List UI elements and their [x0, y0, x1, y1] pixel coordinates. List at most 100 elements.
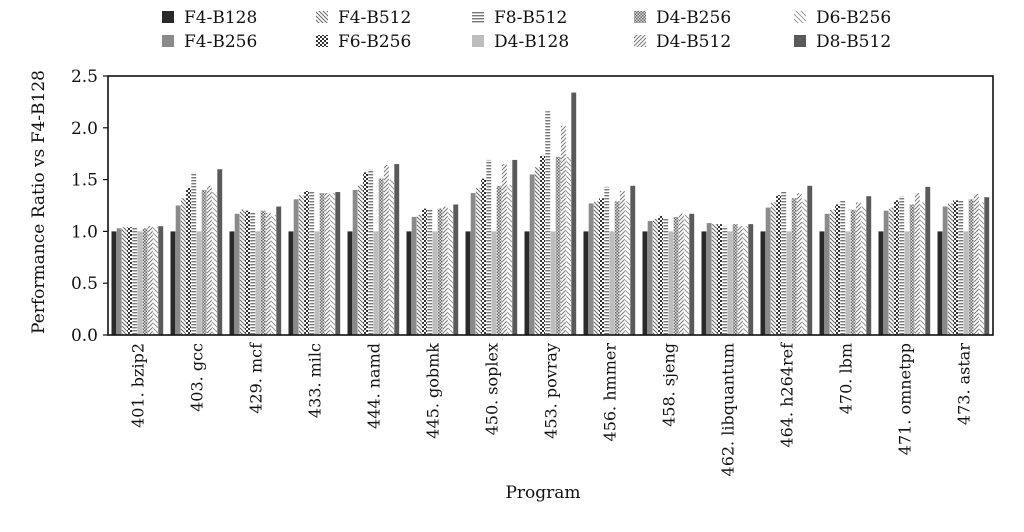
bar-f8-b512-4: [368, 169, 374, 335]
bar-d4-b128-6: [491, 231, 497, 335]
bar-d6-b256-10: [743, 226, 748, 335]
bar-f8-b512-6: [486, 159, 492, 335]
bar-d4-b128-0: [137, 231, 143, 335]
bar-f8-b512-10: [722, 226, 728, 335]
legend-label: F4-B512: [338, 8, 411, 28]
bar-f4-b256-14: [942, 206, 948, 335]
bar-d6-b256-11: [802, 199, 807, 335]
bar-d4-b128-4: [373, 231, 379, 335]
plot-frame: [107, 75, 994, 336]
x-tick-label: 453. povray: [542, 343, 561, 439]
bar-f4-b256-10: [706, 223, 712, 335]
bar-d4-b256-12: [850, 209, 856, 335]
bar-d4-b512-9: [678, 213, 684, 335]
bar-d6-b256-7: [566, 156, 571, 335]
axes: 0.0 0.5 1.0 1.5 2.0 2.5 401. bzip2 403. gcc 429.…: [71, 67, 994, 476]
legend-swatch: [162, 35, 174, 47]
x-tick-label: 456. hmmer: [601, 343, 620, 442]
bar-f4-b512-10: [711, 224, 717, 335]
y-tick-label: 1.0: [71, 222, 98, 242]
legend-item-d8-b512: D8-B512: [794, 32, 891, 52]
bar-f4-b128-9: [642, 231, 648, 335]
x-axis-label: Program: [505, 483, 580, 503]
bar-d4-b512-6: [501, 164, 507, 335]
bar-f6-b256-12: [835, 204, 840, 335]
bar-f8-b512-1: [191, 172, 197, 335]
legend-item-d4-b512: D4-B512: [634, 32, 731, 52]
bar-f4-b512-14: [947, 203, 953, 335]
bar-d4-b512-7: [560, 125, 566, 335]
bar-f4-b128-10: [701, 231, 707, 335]
bar-f8-b512-8: [604, 186, 610, 335]
bar-d4-b256-13: [909, 204, 915, 335]
bar-d4-b512-2: [265, 212, 271, 335]
bar-f6-b256-2: [245, 210, 250, 335]
x-tick-label: 450. soplex: [483, 343, 502, 435]
bar-d4-b128-13: [904, 231, 910, 335]
bar-f4-b512-0: [121, 227, 127, 335]
bar-d8-b512-9: [689, 213, 695, 335]
legend-swatch: [162, 11, 174, 23]
bar-d4-b256-0: [142, 228, 148, 335]
bar-f4-b128-2: [229, 231, 235, 335]
legend-swatch: [472, 11, 484, 23]
bar-d6-b256-1: [212, 192, 217, 335]
bar-f4-b128-5: [406, 231, 412, 335]
bar-d6-b256-9: [684, 214, 689, 335]
bar-d8-b512-3: [335, 192, 341, 335]
legend-label: F4-B256: [184, 32, 257, 52]
bar-f8-b512-5: [427, 209, 433, 335]
legend-label: F4-B128: [184, 8, 257, 28]
bar-f6-b256-1: [186, 187, 191, 335]
x-tick-label: 433. milc: [306, 343, 325, 418]
bar-f6-b256-14: [953, 200, 958, 335]
bar-d4-b512-4: [383, 165, 389, 335]
bar-d4-b512-13: [914, 193, 920, 335]
bar-d4-b128-5: [432, 231, 438, 335]
bar-f6-b256-3: [304, 191, 309, 335]
bar-d4-b256-1: [201, 189, 207, 335]
bar-d4-b256-9: [673, 216, 679, 335]
bar-f4-b256-2: [234, 213, 240, 335]
x-tick-label: 445. gobmk: [424, 343, 443, 439]
bar-d4-b128-8: [609, 231, 615, 335]
bar-f8-b512-7: [545, 111, 551, 335]
bar-d4-b128-3: [314, 231, 320, 335]
bar-f8-b512-9: [663, 217, 669, 335]
legend-label: D4-B512: [656, 32, 731, 52]
bar-f8-b512-12: [840, 200, 846, 335]
bar-f6-b256-9: [658, 215, 663, 335]
x-tick-label: 473. astar: [955, 343, 974, 425]
bar-f6-b256-0: [127, 227, 132, 335]
y-tick-label: 0.0: [71, 326, 98, 346]
bar-f4-b128-4: [347, 231, 353, 335]
bar-d4-b512-0: [147, 226, 153, 335]
bar-f4-b512-3: [298, 195, 304, 335]
bar-f4-b256-0: [116, 228, 122, 335]
legend-label: D8-B512: [816, 32, 891, 52]
bar-f4-b512-12: [829, 209, 835, 335]
legend-item-f4-b256: F4-B256: [162, 32, 257, 52]
bar-f4-b512-6: [475, 187, 481, 335]
legend-swatch: [316, 11, 328, 23]
bar-d6-b256-4: [389, 179, 394, 335]
bar-f4-b512-7: [534, 167, 540, 335]
bar-d8-b512-4: [394, 164, 400, 335]
y-tick-label: 0.5: [71, 274, 98, 294]
bar-d6-b256-13: [920, 202, 925, 335]
bar-f8-b512-2: [250, 211, 256, 335]
legend-item-f8-b512: F8-B512: [472, 8, 567, 28]
bar-f4-b256-6: [470, 193, 476, 335]
bar-d8-b512-11: [807, 185, 813, 335]
y-tick-label: 2.5: [71, 67, 98, 87]
bar-d6-b256-14: [979, 202, 984, 335]
y-tick-label: 2.0: [71, 119, 98, 139]
bar-f4-b512-4: [357, 184, 363, 335]
legend-label: D4-B128: [494, 32, 569, 52]
bar-f4-b128-14: [937, 231, 943, 335]
bar-d4-b512-12: [855, 202, 861, 335]
bar-d8-b512-13: [925, 186, 931, 335]
bar-f8-b512-11: [781, 192, 787, 335]
bar-f4-b512-1: [180, 198, 186, 335]
